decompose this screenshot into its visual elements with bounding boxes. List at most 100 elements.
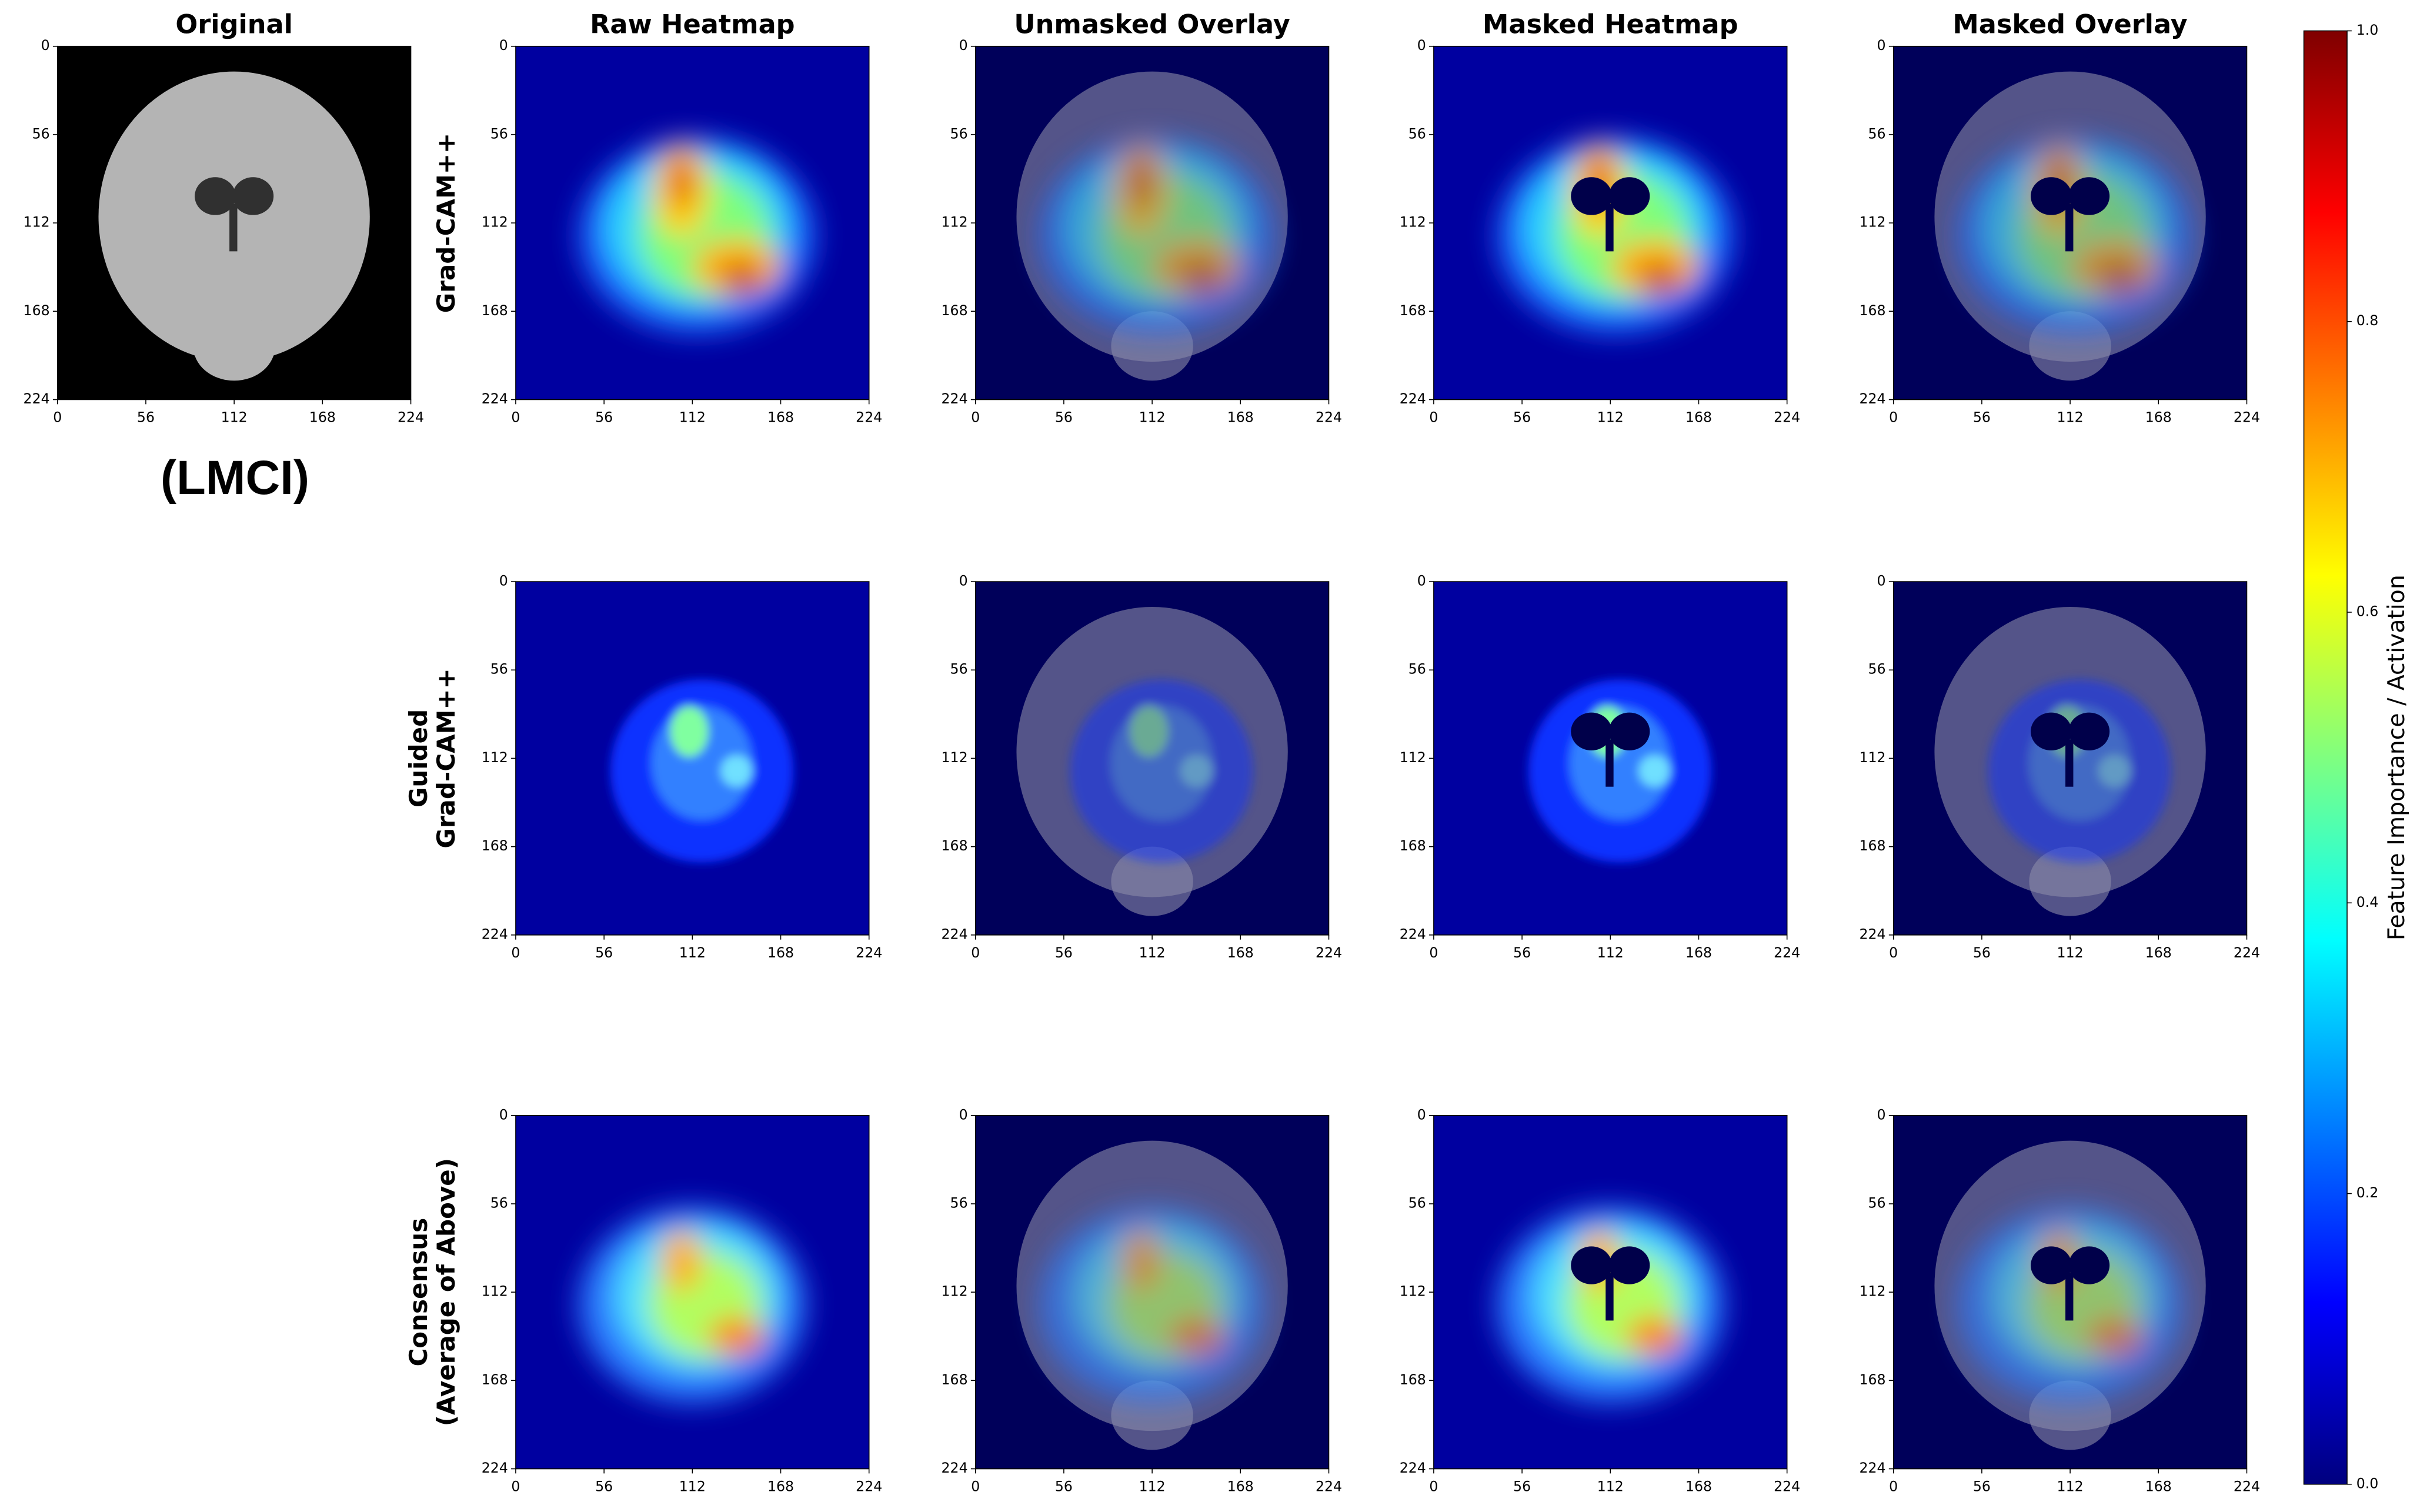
colorbar-tick-label: 0.0 [2356, 1475, 2379, 1491]
y-tick-label: 0 [41, 37, 50, 54]
y-tick-label: 112 [482, 749, 508, 766]
y-tick-label: 224 [24, 390, 50, 407]
y-tick-label: 0 [1417, 37, 1426, 54]
x-tick-label: 0 [971, 1478, 980, 1495]
x-tick-label: 224 [1774, 409, 1800, 425]
x-tick-label: 56 [1973, 944, 1991, 961]
x-tick-label: 56 [595, 409, 613, 425]
ventricle [1571, 712, 1612, 751]
x-tick-label: 168 [2145, 1478, 2172, 1495]
colorbar-tick-label: 1.0 [2356, 22, 2379, 38]
x-tick-label: 0 [1429, 944, 1438, 961]
x-tick-label: 0 [511, 1478, 520, 1495]
panel [1893, 582, 2247, 935]
ventricle [2068, 1246, 2110, 1284]
heat-blob [1626, 1317, 1683, 1356]
ventricle [1608, 1246, 1650, 1284]
x-tick-label: 56 [1055, 409, 1073, 425]
x-tick-label: 56 [595, 1478, 613, 1495]
x-tick-label: 112 [1139, 944, 1166, 961]
y-tick-label: 56 [490, 125, 508, 142]
x-tick-label: 224 [2234, 944, 2260, 961]
x-tick-label: 0 [971, 944, 980, 961]
ventricle [2068, 177, 2110, 215]
x-tick-label: 168 [767, 409, 794, 425]
x-tick-label: 224 [1774, 944, 1800, 961]
x-tick-label: 56 [1513, 944, 1531, 961]
colorbar-tick-label: 0.4 [2356, 894, 2379, 910]
y-tick-label: 56 [1868, 661, 1886, 677]
x-tick-label: 112 [1597, 1478, 1624, 1495]
row-label: Grad-CAM++ [432, 133, 460, 313]
y-tick-label: 112 [1860, 1283, 1886, 1300]
panel [1893, 46, 2247, 400]
heat [1528, 679, 1711, 863]
y-tick-label: 168 [24, 302, 50, 319]
y-tick-label: 168 [942, 837, 968, 854]
x-tick-label: 168 [1227, 409, 1254, 425]
ventricle [2031, 1246, 2072, 1284]
panel [515, 582, 869, 935]
x-tick-label: 112 [1597, 944, 1624, 961]
heat [1988, 679, 2171, 863]
x-tick-label: 168 [2145, 944, 2172, 961]
y-tick-label: 224 [942, 926, 968, 942]
x-tick-label: 168 [309, 409, 336, 425]
x-tick-label: 56 [1055, 944, 1073, 961]
y-tick-label: 168 [1860, 837, 1886, 854]
x-tick-label: 168 [767, 1478, 794, 1495]
x-tick-label: 112 [2057, 944, 2084, 961]
x-tick-label: 0 [1889, 1478, 1898, 1495]
y-tick-label: 0 [499, 573, 508, 589]
x-tick-label: 168 [1685, 409, 1712, 425]
x-tick-label: 112 [679, 1478, 706, 1495]
ventricle [1571, 177, 1612, 215]
heat-blob [2085, 1317, 2143, 1356]
ventricle [2065, 739, 2074, 787]
panel [1433, 582, 1787, 935]
heat [1039, 138, 1276, 333]
panel [975, 46, 1329, 400]
heat-blob [1180, 755, 1213, 787]
y-tick-label: 224 [1860, 390, 1886, 407]
x-tick-label: 112 [1139, 1478, 1166, 1495]
x-tick-label: 224 [398, 409, 424, 425]
y-tick-label: 112 [1400, 1283, 1426, 1300]
heat-blob [1130, 152, 1153, 209]
x-tick-label: 224 [2234, 409, 2260, 425]
y-tick-label: 168 [942, 302, 968, 319]
row-label: Grad-CAM++ [432, 668, 460, 848]
heat-blob [2098, 755, 2131, 787]
y-tick-label: 224 [1860, 1460, 1886, 1476]
y-tick-label: 168 [942, 1371, 968, 1388]
x-tick-label: 224 [856, 1478, 882, 1495]
y-tick-label: 168 [1860, 302, 1886, 319]
y-tick-label: 56 [490, 661, 508, 677]
x-tick-label: 112 [679, 409, 706, 425]
y-tick-label: 224 [942, 390, 968, 407]
y-tick-label: 56 [950, 125, 968, 142]
x-tick-label: 112 [679, 944, 706, 961]
y-tick-label: 168 [482, 302, 508, 319]
colorbar [2303, 30, 2348, 1485]
y-tick-label: 56 [950, 1194, 968, 1211]
x-tick-label: 0 [971, 409, 980, 425]
y-tick-label: 224 [482, 390, 508, 407]
colorbar-label: Feature Importance / Activation [2383, 575, 2410, 940]
heat [579, 1207, 806, 1403]
y-tick-label: 56 [950, 661, 968, 677]
y-tick-label: 56 [1408, 125, 1426, 142]
heat [610, 679, 793, 863]
y-tick-label: 0 [1417, 1106, 1426, 1123]
panel [515, 1115, 869, 1469]
y-tick-label: 224 [482, 926, 508, 942]
x-tick-label: 224 [1774, 1478, 1800, 1495]
x-tick-label: 224 [1316, 944, 1342, 961]
heat-blob [722, 265, 760, 291]
y-tick-label: 224 [1400, 926, 1426, 942]
x-tick-label: 0 [511, 409, 520, 425]
y-tick-label: 56 [1408, 1194, 1426, 1211]
ventricle [195, 177, 236, 215]
panel [1893, 1115, 2247, 1469]
